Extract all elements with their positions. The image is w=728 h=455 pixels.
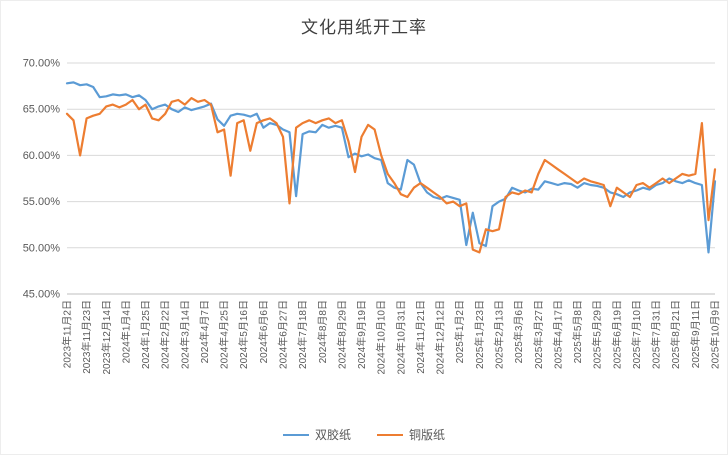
x-tick-label: 2024年3月14日: [178, 300, 191, 369]
x-tick-label: 2024年7月18日: [296, 300, 309, 369]
chart-title: 文化用纸开工率: [301, 18, 427, 37]
x-tick-label: 2024年8月29日: [335, 300, 348, 369]
x-tick-label: 2024年1月4日: [119, 300, 132, 363]
x-tick-label: 2024年6月6日: [257, 300, 270, 363]
x-tick-label: 2025年5月29日: [591, 300, 604, 369]
y-tick-label: 45.00%: [23, 289, 61, 301]
y-tick-label: 50.00%: [23, 242, 61, 254]
legend-item-shuangjiaozhi: 双胶纸: [282, 426, 351, 443]
x-tick-label: 2025年7月31日: [650, 300, 663, 369]
series-line-tongbanzhi: [65, 96, 717, 254]
x-tick-label: 2024年5月16日: [237, 300, 250, 369]
series-line-shuangjiaozhi: [65, 81, 717, 254]
x-tick-label: 2024年4月25日: [218, 300, 231, 369]
x-tick-label: 2025年1月2日: [453, 300, 466, 363]
x-tick-label: 2024年1月25日: [139, 300, 152, 369]
legend-item-tongbanzhi: 铜版纸: [377, 426, 445, 443]
x-tick-label: 2024年10月10日: [375, 300, 388, 375]
y-tick-label: 70.00%: [23, 58, 61, 70]
x-tick-label: 2025年3月6日: [512, 300, 525, 363]
legend-line-swatch-orange: [377, 433, 403, 436]
x-tick-label: 2023年11月23日: [80, 300, 93, 374]
x-tick-label: 2025年2月13日: [493, 300, 506, 369]
y-tick-label: 65.00%: [23, 104, 61, 116]
x-tick-label: 2023年12月14日: [100, 300, 113, 375]
x-tick-label: 2025年1月23日: [473, 300, 486, 369]
y-tick-label: 60.00%: [23, 150, 61, 162]
legend-label: 铜版纸: [409, 428, 446, 442]
x-tick-label: 2025年3月27日: [532, 300, 545, 369]
x-tick-label: 2024年11月21日: [414, 300, 427, 374]
x-tick-label: 2024年4月7日: [198, 300, 211, 363]
x-tick-label: 2025年7月10日: [630, 300, 643, 369]
x-tick-label: 2025年9月11日: [689, 300, 702, 368]
x-tick-label: 2025年10月9日: [709, 300, 722, 369]
x-tick-label: 2024年12月12日: [434, 300, 447, 375]
x-tick-label: 2024年2月22日: [159, 300, 172, 369]
x-tick-label: 2025年6月19日: [610, 300, 623, 369]
x-tick-label: 2024年8月8日: [316, 300, 329, 363]
legend-line-swatch-blue: [282, 433, 309, 436]
x-tick-label: 2025年5月8日: [571, 300, 584, 363]
x-tick-label: 2024年10月31日: [394, 300, 407, 375]
x-tick-label: 2024年6月27日: [277, 300, 290, 369]
chart-legend: 双胶纸 铜版纸: [1, 426, 727, 443]
x-tick-label: 2025年8月21日: [669, 300, 682, 369]
x-tick-label: 2025年4月17日: [551, 300, 564, 369]
y-tick-label: 55.00%: [23, 196, 61, 208]
x-tick-label: 2023年11月2日: [61, 300, 74, 368]
x-tick-label: 2024年9月19日: [355, 300, 368, 369]
legend-label: 双胶纸: [314, 428, 351, 442]
